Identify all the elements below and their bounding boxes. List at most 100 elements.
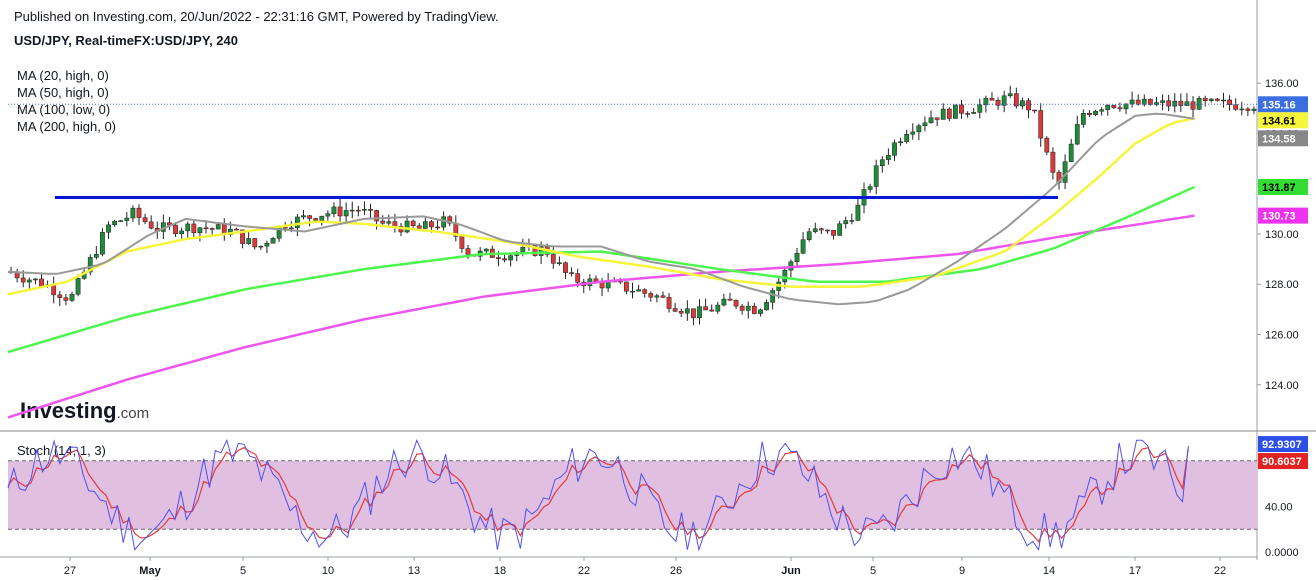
price-badge-3: 131.87 [1258, 178, 1308, 195]
candle-body [1038, 110, 1044, 139]
stoch-band [8, 460, 1257, 530]
stoch-tick-label-1: 0.0000 [1265, 547, 1299, 559]
candle-body [971, 112, 977, 114]
candle-body [831, 230, 836, 236]
candle-body [1074, 124, 1080, 145]
candle-body [794, 253, 800, 262]
candle-body [173, 224, 178, 234]
candle-body [1154, 102, 1159, 105]
candle-body [910, 131, 916, 135]
candle-body [995, 100, 1001, 106]
candle-body [197, 227, 203, 233]
candle-body [191, 223, 197, 233]
candle-body [672, 308, 678, 312]
candle-body [928, 117, 934, 124]
time-tick-label-12: 17 [1129, 565, 1141, 577]
candle-body [252, 238, 258, 248]
candle-body [130, 207, 136, 219]
candle-body [87, 257, 93, 273]
candle-body [557, 262, 562, 264]
legend-ma100[interactable]: MA (100, low, 0) [17, 102, 111, 117]
candle-body [733, 300, 739, 307]
candle-body [654, 295, 660, 298]
price-tick-label-6: 124.00 [1265, 380, 1299, 392]
legend-ma20[interactable]: MA (20, high, 0) [17, 68, 109, 83]
candle-body [989, 98, 995, 101]
candle-body [264, 242, 270, 247]
candle-body [953, 104, 958, 119]
price-tick-label-3: 130.00 [1265, 229, 1299, 241]
candle-body [1080, 112, 1086, 125]
candle-body [179, 230, 185, 234]
legend-ma50[interactable]: MA (50, high, 0) [17, 85, 109, 100]
candle-body [934, 117, 940, 120]
candle-body [648, 293, 654, 298]
candle-body [849, 220, 855, 222]
candle-body [697, 306, 702, 319]
price-tick-label-5: 126.00 [1265, 330, 1299, 342]
candle-body [867, 186, 873, 190]
candle-body [806, 231, 812, 240]
candle-body [666, 297, 672, 309]
time-tick-label-7: 26 [670, 565, 682, 577]
candle-body [575, 273, 581, 283]
candle-body [636, 289, 641, 292]
candle-body [1050, 151, 1056, 173]
ma50-line [7, 116, 1195, 296]
candle-body [404, 220, 410, 233]
time-tick-label-6: 22 [578, 565, 590, 577]
candle-body [1141, 98, 1147, 105]
candle-body [435, 226, 440, 229]
candle-body [447, 216, 453, 224]
candle-body [1215, 98, 1220, 101]
candle-body [1111, 105, 1117, 108]
time-tick-label-1: May [139, 565, 161, 577]
candle-body [362, 209, 367, 211]
candle-body [51, 284, 57, 296]
legend-ma200[interactable]: MA (200, high, 0) [17, 119, 116, 134]
candle-body [380, 220, 386, 224]
stoch-badge-k-bg [1258, 436, 1308, 453]
time-tick-label-5: 18 [494, 565, 506, 577]
time-tick-label-4: 13 [408, 565, 420, 577]
candle-body [136, 207, 142, 218]
candle-body [764, 302, 769, 311]
candle-body [69, 293, 75, 301]
time-tick-label-8: Jun [781, 565, 801, 577]
candle-body [532, 245, 538, 256]
candle-body [203, 227, 209, 230]
price-badge-2-label: 134.58 [1262, 133, 1296, 145]
stoch-tick-label-0: 40.00 [1265, 501, 1293, 513]
candle-body [355, 209, 361, 212]
candle-body [593, 278, 599, 282]
logo-brand: Investing [20, 398, 117, 423]
ma200-line [7, 214, 1195, 419]
candle-body [234, 228, 239, 231]
candle-body [185, 223, 191, 232]
candle-body [1044, 137, 1050, 153]
candle-body [1208, 98, 1214, 101]
candle-body [886, 155, 891, 160]
price-badge-3-label: 131.87 [1262, 182, 1296, 194]
candle-body [770, 290, 776, 303]
candle-body [1105, 105, 1111, 110]
time-tick-label-9: 5 [870, 565, 876, 577]
candle-body [26, 279, 32, 283]
candle-body [20, 277, 26, 283]
candle-body [538, 246, 544, 256]
candle-body [1202, 97, 1208, 101]
candle-body [721, 298, 727, 306]
candle-body [703, 306, 708, 311]
candle-body [1166, 100, 1172, 107]
candle-body [508, 255, 514, 261]
candle-body [563, 262, 568, 273]
stoch-legend[interactable]: Stoch (14, 1, 3) [17, 443, 106, 458]
candle-body [209, 228, 215, 230]
stoch-badge-d: 90.6037 [1258, 453, 1308, 470]
candle-body [1221, 99, 1226, 102]
candle-body [642, 289, 648, 294]
candle-body [940, 108, 946, 120]
price-badge-0: 135.16 [1258, 96, 1308, 113]
candle-body [422, 221, 428, 229]
